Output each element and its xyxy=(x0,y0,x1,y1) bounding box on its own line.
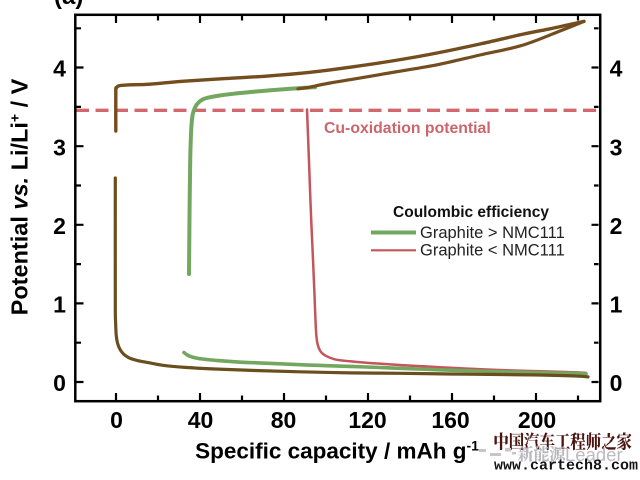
svg-text:Leader: Leader xyxy=(565,444,623,465)
svg-text:www.cartech8.com: www.cartech8.com xyxy=(494,458,638,475)
svg-text:Cu-oxidation potential: Cu-oxidation potential xyxy=(324,120,491,137)
svg-text:1: 1 xyxy=(610,292,623,318)
svg-text:Graphite < NMC111: Graphite < NMC111 xyxy=(420,242,565,260)
svg-text:3: 3 xyxy=(53,134,66,160)
svg-text:3: 3 xyxy=(610,134,623,160)
svg-text:0: 0 xyxy=(53,370,66,396)
svg-text:4: 4 xyxy=(610,55,623,81)
svg-text:40: 40 xyxy=(188,407,214,433)
svg-text:Graphite > NMC111: Graphite > NMC111 xyxy=(420,224,565,242)
svg-text:200: 200 xyxy=(518,407,556,433)
svg-text:2: 2 xyxy=(53,213,66,239)
svg-text:0: 0 xyxy=(110,407,123,433)
svg-text:120: 120 xyxy=(348,407,386,433)
svg-text:160: 160 xyxy=(431,407,469,433)
svg-text:80: 80 xyxy=(271,407,297,433)
svg-text:4: 4 xyxy=(53,55,66,81)
svg-text:1: 1 xyxy=(53,292,66,318)
svg-text:Potential vs. Li/Li+ / V: Potential vs. Li/Li+ / V xyxy=(7,78,33,315)
svg-text:0: 0 xyxy=(610,370,623,396)
svg-text:2: 2 xyxy=(610,213,623,239)
svg-text:Specific capacity / mAh g-1: Specific capacity / mAh g-1 xyxy=(195,438,479,464)
svg-text:(a): (a) xyxy=(54,0,83,10)
svg-text:Coulombic efficiency: Coulombic efficiency xyxy=(393,204,549,221)
